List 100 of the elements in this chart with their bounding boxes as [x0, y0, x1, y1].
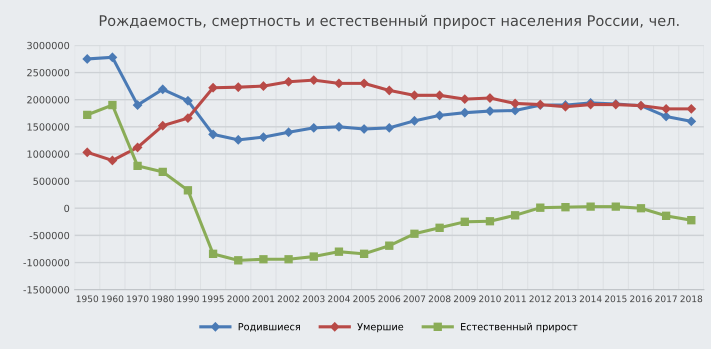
point	[510, 211, 520, 220]
point	[284, 128, 294, 137]
point	[309, 123, 318, 133]
point	[435, 224, 444, 232]
point	[384, 86, 394, 96]
x-tick-label: 2010	[479, 295, 501, 302]
point	[234, 135, 243, 144]
point	[310, 252, 318, 261]
x-tick-label: 2009	[454, 295, 476, 302]
point	[460, 94, 470, 104]
x-tick-label: 2018	[680, 295, 702, 302]
point	[510, 98, 520, 108]
point	[284, 77, 294, 86]
point	[612, 202, 620, 211]
x-tick-label: 2006	[378, 295, 400, 302]
point	[184, 186, 192, 194]
point	[258, 81, 268, 91]
x-tick-label: 2000	[227, 295, 250, 302]
x-tick-label: 1990	[177, 295, 199, 302]
x-tick-label: 2013	[554, 295, 576, 302]
y-tick-label: 500000	[33, 178, 70, 185]
point	[434, 110, 444, 120]
x-tick-label: 1995	[202, 295, 224, 302]
y-tick-label: 0	[64, 204, 70, 212]
point	[284, 255, 293, 264]
point	[133, 162, 142, 170]
y-tick-label: 1500000	[28, 123, 70, 131]
point	[234, 256, 242, 265]
point	[536, 204, 544, 212]
point	[259, 255, 268, 264]
point	[208, 130, 218, 140]
point	[208, 250, 218, 258]
x-tick-label: 1970	[127, 295, 148, 302]
point	[108, 156, 118, 166]
point	[108, 100, 117, 110]
y-tick-label: 1000000	[28, 150, 70, 158]
legend-label: Умершие	[357, 323, 404, 332]
point	[108, 52, 118, 62]
y-tick-label: -1000000	[23, 259, 70, 266]
point	[485, 93, 495, 103]
x-tick-label: 1960	[102, 295, 124, 302]
point	[334, 248, 344, 256]
point	[662, 212, 670, 220]
point	[82, 148, 92, 157]
legend-label: Естественный прирост	[461, 322, 578, 332]
point	[486, 217, 494, 226]
legend-label: Родившиеся	[238, 323, 300, 332]
x-tick-label: 2003	[302, 295, 325, 302]
point	[460, 108, 470, 118]
x-tick-label: 2002	[278, 295, 300, 302]
point	[158, 168, 167, 176]
x-tick-label: 1950	[76, 295, 98, 302]
point	[410, 230, 419, 238]
x-tick-label: 2012	[529, 295, 551, 302]
x-tick-label: 2004	[328, 295, 350, 302]
point	[334, 78, 344, 88]
point	[410, 90, 420, 100]
point	[158, 84, 168, 94]
point	[662, 112, 671, 122]
y-tick-label: -500000	[30, 232, 70, 240]
point	[686, 104, 696, 114]
chart-title: Рождаемость, смертность и естественный прирост населения России, чел.	[100, 14, 679, 29]
point	[460, 218, 469, 226]
y-tick-label: 3000000	[27, 42, 70, 50]
point	[158, 121, 168, 130]
point	[410, 116, 420, 126]
point	[334, 122, 344, 132]
point	[359, 124, 369, 134]
x-tick-label: 2008	[428, 295, 450, 302]
point	[132, 142, 142, 152]
point	[309, 75, 318, 85]
point	[183, 96, 193, 106]
point	[510, 106, 520, 116]
point	[258, 132, 268, 142]
point	[485, 106, 495, 116]
x-tick-label: 1980	[152, 295, 174, 302]
point	[384, 123, 394, 133]
point	[360, 250, 368, 258]
point	[132, 100, 142, 110]
point	[82, 54, 92, 64]
point	[385, 242, 394, 250]
x-tick-label: 2017	[655, 295, 677, 302]
y-tick-label: -1500000	[23, 286, 70, 294]
point	[83, 110, 92, 120]
point	[359, 78, 369, 88]
y-tick-label: 2500000	[27, 68, 70, 76]
point	[636, 204, 646, 212]
point	[434, 90, 444, 100]
point	[686, 116, 696, 126]
point	[561, 202, 570, 212]
x-tick-label: 2014	[580, 295, 602, 302]
x-tick-label: 2007	[404, 295, 426, 302]
point	[662, 104, 671, 114]
point	[208, 83, 218, 92]
x-tick-label: 2016	[630, 295, 652, 302]
point	[234, 82, 243, 92]
x-tick-label: 2001	[252, 295, 274, 302]
point	[183, 113, 193, 123]
point	[586, 202, 595, 211]
point	[687, 216, 696, 224]
